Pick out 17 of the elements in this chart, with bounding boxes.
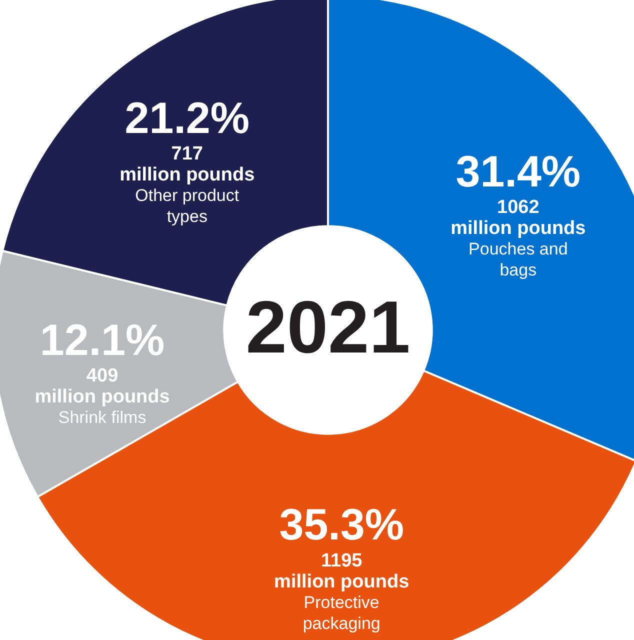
data-label: 31.4% bbox=[456, 147, 581, 196]
text: million pounds bbox=[450, 218, 586, 239]
text: 2021 bbox=[246, 285, 410, 368]
text: million pounds bbox=[274, 571, 410, 592]
data-label: 35.3% bbox=[279, 500, 404, 550]
text: 717 bbox=[171, 143, 203, 164]
text: 409 bbox=[86, 365, 118, 386]
slice-label: Other product types bbox=[135, 186, 240, 226]
text: million pounds bbox=[120, 164, 255, 186]
slice-label: Protective packaging bbox=[302, 592, 380, 633]
text: million pounds bbox=[34, 386, 170, 408]
slice-label: Shrink films bbox=[58, 408, 146, 427]
text: 1062 bbox=[497, 196, 540, 218]
text: 1195 bbox=[320, 550, 362, 572]
data-label: 21.2% bbox=[124, 94, 250, 143]
data-label: 12.1% bbox=[40, 316, 165, 365]
slice-label: Pouches and bags bbox=[468, 239, 568, 280]
